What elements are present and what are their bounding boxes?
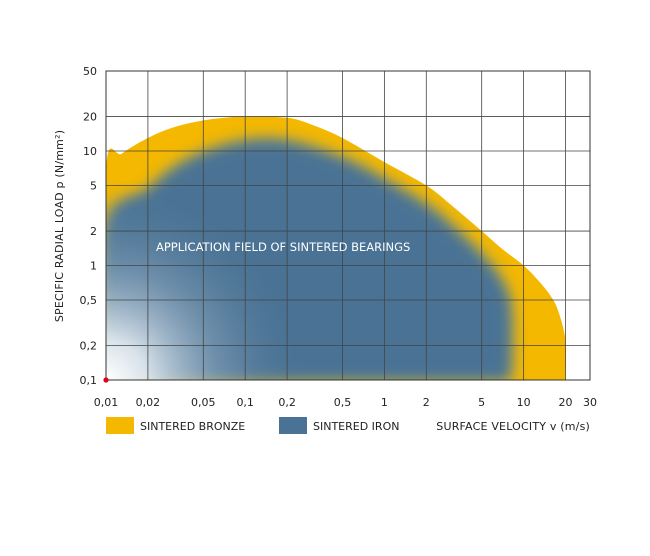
y-tick-label: 2: [90, 225, 97, 238]
x-tick-label: 0,1: [236, 396, 254, 409]
y-tick-label: 5: [90, 179, 97, 192]
field-annotation: APPLICATION FIELD OF SINTERED BEARINGS: [156, 240, 410, 254]
legend-swatch-bronze: [106, 417, 134, 434]
y-tick-label: 0,1: [80, 374, 98, 387]
y-tick-label: 10: [83, 145, 97, 158]
x-tick-label: 5: [478, 396, 485, 409]
x-tick-label: 20: [558, 396, 572, 409]
x-axis-title: SURFACE VELOCITY v (m/s): [436, 420, 590, 433]
x-tick-label: 0,01: [94, 396, 119, 409]
x-tick-labels: 0,01 0,02 0,05 0,1 0,2 0,5 1 2 5 10 20 30: [94, 396, 597, 409]
origin-marker: [103, 377, 109, 383]
legend-swatch-iron: [279, 417, 307, 434]
x-tick-label: 1: [381, 396, 388, 409]
legend: SINTERED BRONZE SINTERED IRON: [106, 417, 399, 434]
x-tick-label: 0,2: [278, 396, 296, 409]
legend-label-bronze: SINTERED BRONZE: [140, 420, 245, 433]
plot-frame: [105, 70, 591, 381]
grid-lines: [106, 71, 590, 380]
y-tick-label: 1: [90, 260, 97, 273]
x-tick-label: 0,02: [136, 396, 161, 409]
x-tick-label: 2: [423, 396, 430, 409]
legend-label-iron: SINTERED IRON: [313, 420, 399, 433]
x-tick-label: 10: [517, 396, 531, 409]
y-tick-label: 20: [83, 111, 97, 124]
y-tick-label: 0,5: [80, 294, 98, 307]
x-tick-label: 0,05: [191, 396, 216, 409]
x-tick-label: 0,5: [334, 396, 352, 409]
application-field-areas: [106, 71, 590, 380]
y-axis-title: SPECIFIC RADIAL LOAD p (N/mm²): [53, 130, 66, 322]
low-load-highlight: [106, 71, 590, 380]
y-tick-labels: 0,1 0,2 0,5 1 2 5 10 20 50: [80, 65, 98, 387]
x-tick-label: 30: [583, 396, 597, 409]
y-tick-label: 0,2: [80, 340, 98, 353]
y-tick-label: 50: [83, 65, 97, 78]
